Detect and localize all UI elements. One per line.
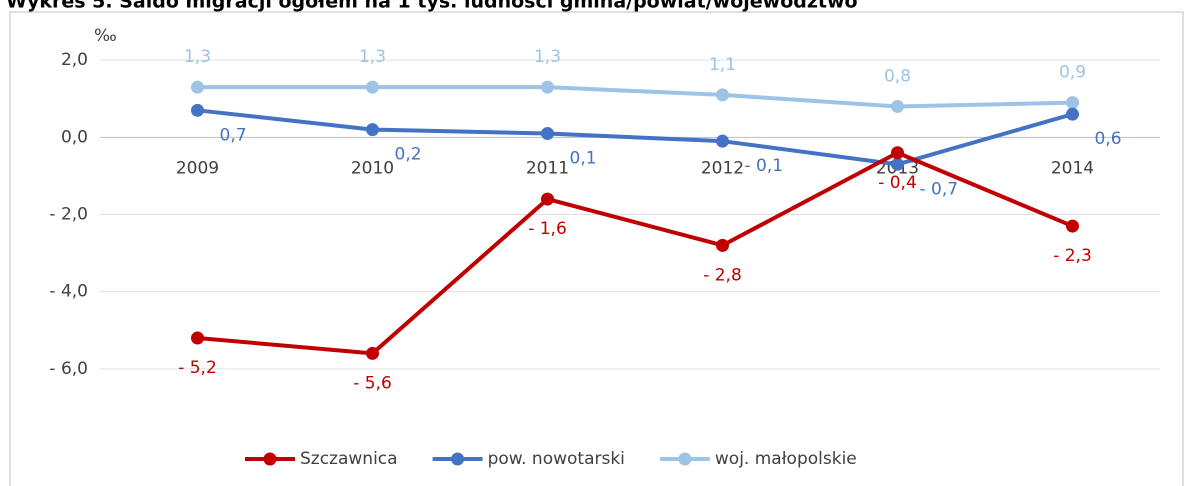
data-label: 0,1	[570, 148, 597, 168]
legend-label: pow. nowotarski	[488, 449, 625, 469]
data-label: 0,6	[1095, 129, 1122, 149]
legend-marker	[678, 452, 692, 466]
point	[541, 192, 554, 206]
x-tick-label: 2014	[1051, 158, 1094, 178]
data-label: - 5,6	[353, 373, 392, 393]
legend-marker	[263, 452, 277, 466]
point	[891, 157, 904, 171]
data-label: - 2,3	[1053, 246, 1092, 266]
point	[716, 134, 729, 148]
data-label: - 1,6	[528, 219, 567, 239]
point	[191, 331, 204, 345]
y-tick-label: - 2,0	[49, 205, 88, 225]
point	[1066, 96, 1079, 110]
y-tick-label: 2,0	[61, 50, 88, 70]
point	[541, 126, 554, 140]
data-label: 0,9	[1059, 63, 1086, 83]
point	[191, 80, 204, 94]
data-label: - 2,8	[703, 265, 742, 285]
data-label: - 0,4	[878, 173, 917, 193]
y-tick-label: 0,0	[61, 127, 88, 147]
point	[1066, 107, 1079, 121]
point	[366, 123, 379, 137]
point	[191, 103, 204, 117]
point	[891, 99, 904, 113]
point	[366, 80, 379, 94]
point	[891, 146, 904, 160]
legend-marker	[451, 452, 465, 466]
data-label: 1,1	[709, 55, 736, 75]
point	[1066, 219, 1079, 233]
chart-border	[9, 11, 1184, 486]
data-label: 1,3	[534, 47, 561, 67]
data-label: 1,3	[359, 47, 386, 67]
data-label: 0,2	[395, 145, 422, 165]
chart-title: Wykres 5. Saldo migracji ogółem na 1 tys…	[6, 0, 858, 13]
y-tick-label: - 6,0	[49, 359, 88, 379]
data-label: - 0,1	[745, 156, 784, 176]
x-tick-label: 2012	[701, 158, 744, 178]
y-tick-label: - 4,0	[49, 282, 88, 302]
x-tick-label: 2010	[351, 158, 394, 178]
data-label: - 5,2	[178, 358, 217, 378]
x-tick-label: 2009	[176, 158, 219, 178]
point	[541, 80, 554, 94]
data-label: - 0,7	[920, 179, 959, 199]
data-label: 1,3	[184, 47, 211, 67]
point	[366, 346, 379, 360]
x-tick-label: 2011	[526, 158, 569, 178]
series-line	[197, 85, 1073, 109]
series-line	[197, 108, 1074, 167]
point	[716, 238, 729, 252]
y-unit: ‰	[94, 26, 117, 46]
data-label: 0,8	[884, 66, 911, 86]
data-label: 0,7	[220, 125, 247, 145]
legend-label: woj. małopolskie	[715, 449, 857, 469]
series-line	[197, 150, 1074, 356]
point	[716, 88, 729, 102]
legend-label: Szczawnica	[300, 449, 398, 469]
